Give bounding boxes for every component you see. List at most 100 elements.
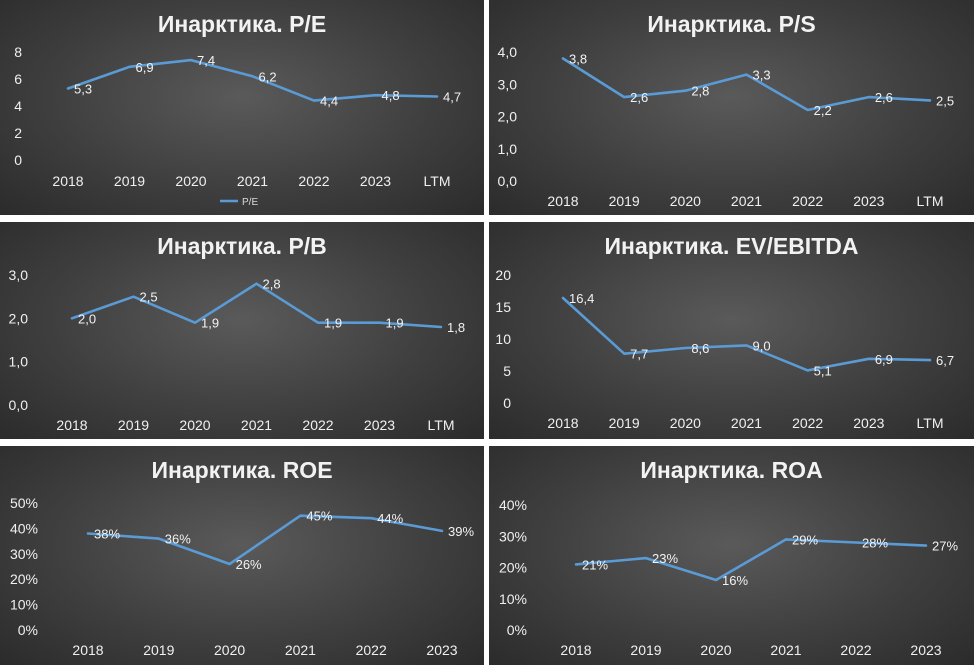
data-label: 38%: [94, 526, 120, 541]
x-tick-label: 2022: [298, 173, 329, 189]
data-label: 39%: [448, 524, 474, 539]
x-tick-label: 2020: [179, 417, 210, 433]
y-tick-label: 10%: [10, 597, 38, 613]
x-tick-label: 2021: [285, 642, 316, 658]
data-label: 2,2: [814, 103, 832, 118]
x-tick-label: 2021: [770, 642, 801, 658]
chart-svg: Инарктика. EV/EBITDA 0 5 10 15 20 2018 2019 2020…: [495, 233, 954, 431]
data-label: 29%: [792, 532, 818, 547]
series-line: [561, 296, 932, 372]
data-label: 23%: [652, 551, 678, 566]
y-tick-label: 10: [495, 331, 511, 347]
chart-panel-roe: Инарктика. ROE 0% 10% 20% 30% 40% 50% 2018 2019 2…: [0, 446, 484, 665]
x-tick-label: 2022: [302, 417, 333, 433]
chart-panel-ps: Инарктика. P/S 0,0 1,0 2,0 3,0 4,0 2018 2019 202…: [489, 0, 974, 215]
x-tick-label: 2020: [700, 642, 731, 658]
x-tick-label: 2018: [72, 642, 103, 658]
x-tick-label: 2023: [853, 193, 884, 209]
data-label: 28%: [862, 536, 888, 551]
y-tick-label: 2: [14, 125, 22, 141]
series-line: [86, 514, 444, 566]
data-label: 8,6: [691, 341, 709, 356]
x-tick-label: 2022: [356, 642, 387, 658]
x-tick-label: 2020: [214, 642, 245, 658]
y-tick-label: 1,0: [498, 141, 518, 157]
chart-title: Инарктика. ROE: [151, 457, 332, 483]
data-label: 3,3: [753, 68, 771, 83]
y-tick-label: 2,0: [498, 109, 518, 125]
y-tick-label: 30%: [499, 528, 527, 544]
y-tick-label: 0,0: [498, 173, 518, 189]
y-tick-label: 4: [14, 98, 22, 114]
data-label: 7,4: [197, 53, 215, 68]
data-label: 2,6: [630, 90, 648, 105]
x-tick-label: 2021: [731, 193, 762, 209]
data-label: 6,7: [936, 353, 954, 368]
data-label: 6,9: [136, 60, 154, 75]
y-tick-label: 3,0: [9, 267, 29, 283]
chart-panel-pb: Инарктика. P/B 0,0 1,0 2,0 3,0 2018 2019 2020 20…: [0, 222, 484, 439]
series-line: [70, 282, 443, 329]
x-tick-label: 2018: [52, 173, 83, 189]
data-label: 5,1: [814, 363, 832, 378]
data-label: 2,0: [78, 311, 96, 326]
chart-title: Инарктика. EV/EBITDA: [605, 233, 859, 259]
x-tick-label: LTM: [428, 417, 455, 433]
legend-label: P/E: [242, 197, 258, 208]
x-tick-label: 2019: [143, 642, 174, 658]
chart-panel-pe: Инарктика. P/E 0 2 4 6 8 2018 2019 2020 2021 2022 2…: [0, 0, 484, 215]
x-tick-label: 2020: [670, 415, 701, 431]
x-tick-label: 2020: [175, 173, 206, 189]
x-tick-label: 2018: [560, 642, 591, 658]
data-label: 2,8: [263, 277, 281, 292]
data-label: 9,0: [753, 338, 771, 353]
chart-svg: Инарктика. ROE 0% 10% 20% 30% 40% 50% 2018 2019 2…: [10, 457, 474, 658]
y-tick-label: 0: [503, 395, 511, 411]
y-tick-label: 2,0: [9, 310, 29, 326]
x-tick-label: 2019: [630, 642, 661, 658]
x-tick-label: LTM: [917, 193, 944, 209]
data-label: 1,8: [447, 320, 465, 335]
data-label: 3,8: [569, 51, 587, 66]
x-tick-label: 2023: [910, 642, 941, 658]
chart-svg: Инарктика. ROA 0% 10% 20% 30% 40% 2018 2019 2020…: [499, 457, 958, 658]
y-tick-label: 20: [495, 267, 511, 283]
x-tick-label: 2022: [792, 415, 823, 431]
data-label: 2,5: [140, 290, 158, 305]
y-tick-label: 10%: [499, 591, 527, 607]
data-label: 4,8: [382, 88, 400, 103]
y-tick-label: 40%: [10, 520, 38, 536]
x-tick-label: 2019: [609, 193, 640, 209]
chart-title: Инарктика. P/S: [647, 11, 815, 37]
data-label: 4,7: [443, 90, 461, 105]
data-label: 45%: [306, 509, 332, 524]
y-tick-label: 20%: [499, 560, 527, 576]
x-tick-label: 2023: [364, 417, 395, 433]
x-tick-label: 2023: [853, 415, 884, 431]
y-tick-label: 30%: [10, 546, 38, 562]
x-tick-label: 2022: [840, 642, 871, 658]
series-line: [561, 57, 932, 112]
data-label: 6,9: [875, 352, 893, 367]
x-tick-label: 2023: [426, 642, 457, 658]
x-tick-label: 2018: [56, 417, 87, 433]
data-label: 2,8: [691, 84, 709, 99]
data-label: 4,4: [320, 94, 338, 109]
data-label: 5,3: [74, 81, 92, 96]
chart-panel-ev-ebitda: Инарктика. EV/EBITDA 0 5 10 15 20 2018 2019 2020…: [489, 222, 974, 439]
data-label: 2,5: [936, 93, 954, 108]
x-tick-label: 2023: [360, 173, 391, 189]
y-tick-label: 6: [14, 71, 22, 87]
x-tick-label: LTM: [917, 415, 944, 431]
data-label: 16,4: [569, 291, 594, 306]
chart-panel-roa: Инарктика. ROA 0% 10% 20% 30% 40% 2018 2019 2020…: [489, 446, 974, 665]
data-label: 7,7: [630, 347, 648, 362]
chart-svg: Инарктика. P/B 0,0 1,0 2,0 3,0 2018 2019 2020 20…: [9, 233, 466, 433]
x-tick-label: LTM: [424, 173, 451, 189]
data-label: 1,9: [386, 316, 404, 331]
series-line: [66, 58, 439, 102]
chart-svg: Инарктика. P/E 0 2 4 6 8 2018 2019 2020 2021 2022 2…: [14, 11, 461, 208]
y-tick-label: 50%: [10, 495, 38, 511]
y-tick-label: 0%: [507, 622, 527, 638]
y-tick-label: 15: [495, 299, 511, 315]
